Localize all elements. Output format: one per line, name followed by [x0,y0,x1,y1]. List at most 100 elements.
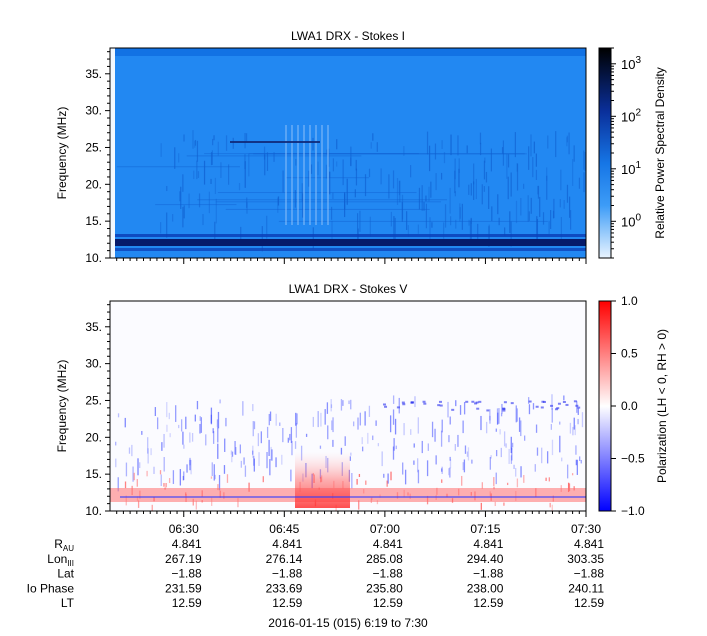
y-tick-label: 30. [85,104,102,118]
stokes-v-blue-streak [414,396,416,408]
stokes-i-streak [450,216,452,226]
stokes-i-streak [509,211,511,234]
stokes-v-blue-streak [459,405,462,415]
stokes-v-blue-streak [172,470,175,484]
stokes-v-blue-streak [480,415,482,431]
stokes-i-streak [459,207,461,219]
stokes-i-streak [220,162,222,178]
y-tick-label: 10. [85,504,102,518]
stokes-v-blue-streak [252,445,254,458]
stokes-v-blue-speckle [562,400,566,403]
stokes-v-blue-streak [569,422,572,434]
stokes-v-blue-streak [218,475,221,491]
stokes-i-streak [418,187,421,210]
stokes-v-blue-streak [441,419,443,433]
stokes-i-streak [547,135,549,149]
stokes-v-blue-speckle [402,403,406,406]
stokes-v-blue-streak [361,437,363,445]
stokes-v-blue-speckle [410,401,414,404]
stokes-i-title: LWA1 DRX - Stokes I [291,29,405,43]
stokes-i-streak [479,132,482,145]
stokes-v-blue-streak [495,450,498,457]
stokes-i-streak [570,210,572,230]
stokes-v-blue-speckle [474,402,478,405]
stokes-i-streak [227,164,230,185]
stokes-v-blue-streak [485,421,488,434]
stokes-v-blue-streak [580,459,582,464]
stokes-v-blue-streak [511,442,514,448]
stokes-v-red-streak [503,502,505,506]
stokes-i-streak [431,222,433,228]
stokes-v-red-streak [493,486,495,490]
stokes-i-streak [428,186,430,202]
stokes-v-blue-streak [431,421,434,438]
stokes-v-red-streak [192,498,194,506]
stokes-i-streak [506,153,508,179]
stokes-i-streak [344,192,346,218]
stokes-i-streak [372,133,374,141]
stokes-v-blue-streak [287,437,289,443]
stokes-v-blue-streak [489,457,491,470]
stokes-i-streak [182,174,184,192]
stokes-i-streak [203,160,206,185]
y-tick-label: 20. [85,430,102,444]
ephemeris-value: −1.88 [473,567,504,581]
stokes-v-blue-streak [413,460,415,465]
ephemeris-value: 235.80 [366,581,403,595]
stokes-v-blue-streak [132,466,134,482]
stokes-i-streak [238,182,241,191]
stokes-i-streak [244,132,246,149]
stokes-v-red-streak [133,472,135,481]
stokes-v-blue-speckle [557,402,561,405]
stokes-v-red-streak [136,479,138,487]
stokes-v-blue-speckle [535,405,539,408]
stokes-v-blue-streak [466,451,469,457]
stokes-v-blue-streak [349,456,351,461]
ephemeris-value: 276.14 [266,552,303,566]
stokes-i-line [204,153,419,155]
stokes-i-streak [308,170,310,187]
stokes-i-streak [196,160,198,180]
stokes-v-red-streak [376,500,379,505]
stokes-i-streak [481,184,483,205]
stokes-i-streak [336,161,338,167]
stokes-i-streak [246,133,248,142]
stokes-v-blue-streak [508,448,510,464]
stokes-i-streak [277,197,279,213]
stokes-i-streak [583,172,585,193]
stokes-i-streak [435,173,437,191]
stokes-i-streak [469,220,471,245]
stokes-i-streak [346,178,348,205]
stokes-i-line [225,208,430,210]
stokes-v-blue-streak [180,419,183,432]
stokes-i-streak [392,170,395,189]
stokes-i-frame [109,47,587,259]
stokes-v-blue-streak [392,395,395,404]
ephemeris-value: −1.88 [574,567,605,581]
stokes-i-streak [399,180,401,203]
stokes-i-streak [429,217,431,243]
stokes-v-red-streak [358,500,360,510]
stokes-v-red-streak [159,470,162,475]
stokes-v-blue-streak [294,441,297,449]
stokes-v-blue-streak [217,411,220,429]
stokes-v-blue-speckle [528,400,532,403]
ephemeris-value: 12.59 [172,596,202,610]
stokes-v-blue-streak [266,426,269,438]
ephemeris-value: 4.841 [373,537,403,551]
stokes-v-red-streak [168,478,171,483]
stokes-i-streak [210,178,212,184]
stokes-v-blue-streak [463,459,466,473]
stokes-v-blue-streak [191,433,194,442]
stokes-v-blue-streak [449,456,451,461]
stokes-i-streak [430,181,432,198]
stokes-v-blue-streak [340,399,343,411]
stokes-i-streak [536,219,539,244]
stokes-i-artifact [303,125,305,225]
stokes-i-streak [202,214,204,226]
stokes-v-blue-streak [186,464,188,473]
stokes-v-red-streak [248,482,250,492]
stokes-v-blue-streak [340,447,343,455]
stokes-i-streak [555,131,557,158]
stokes-v-title: LWA1 DRX - Stokes V [289,282,408,296]
